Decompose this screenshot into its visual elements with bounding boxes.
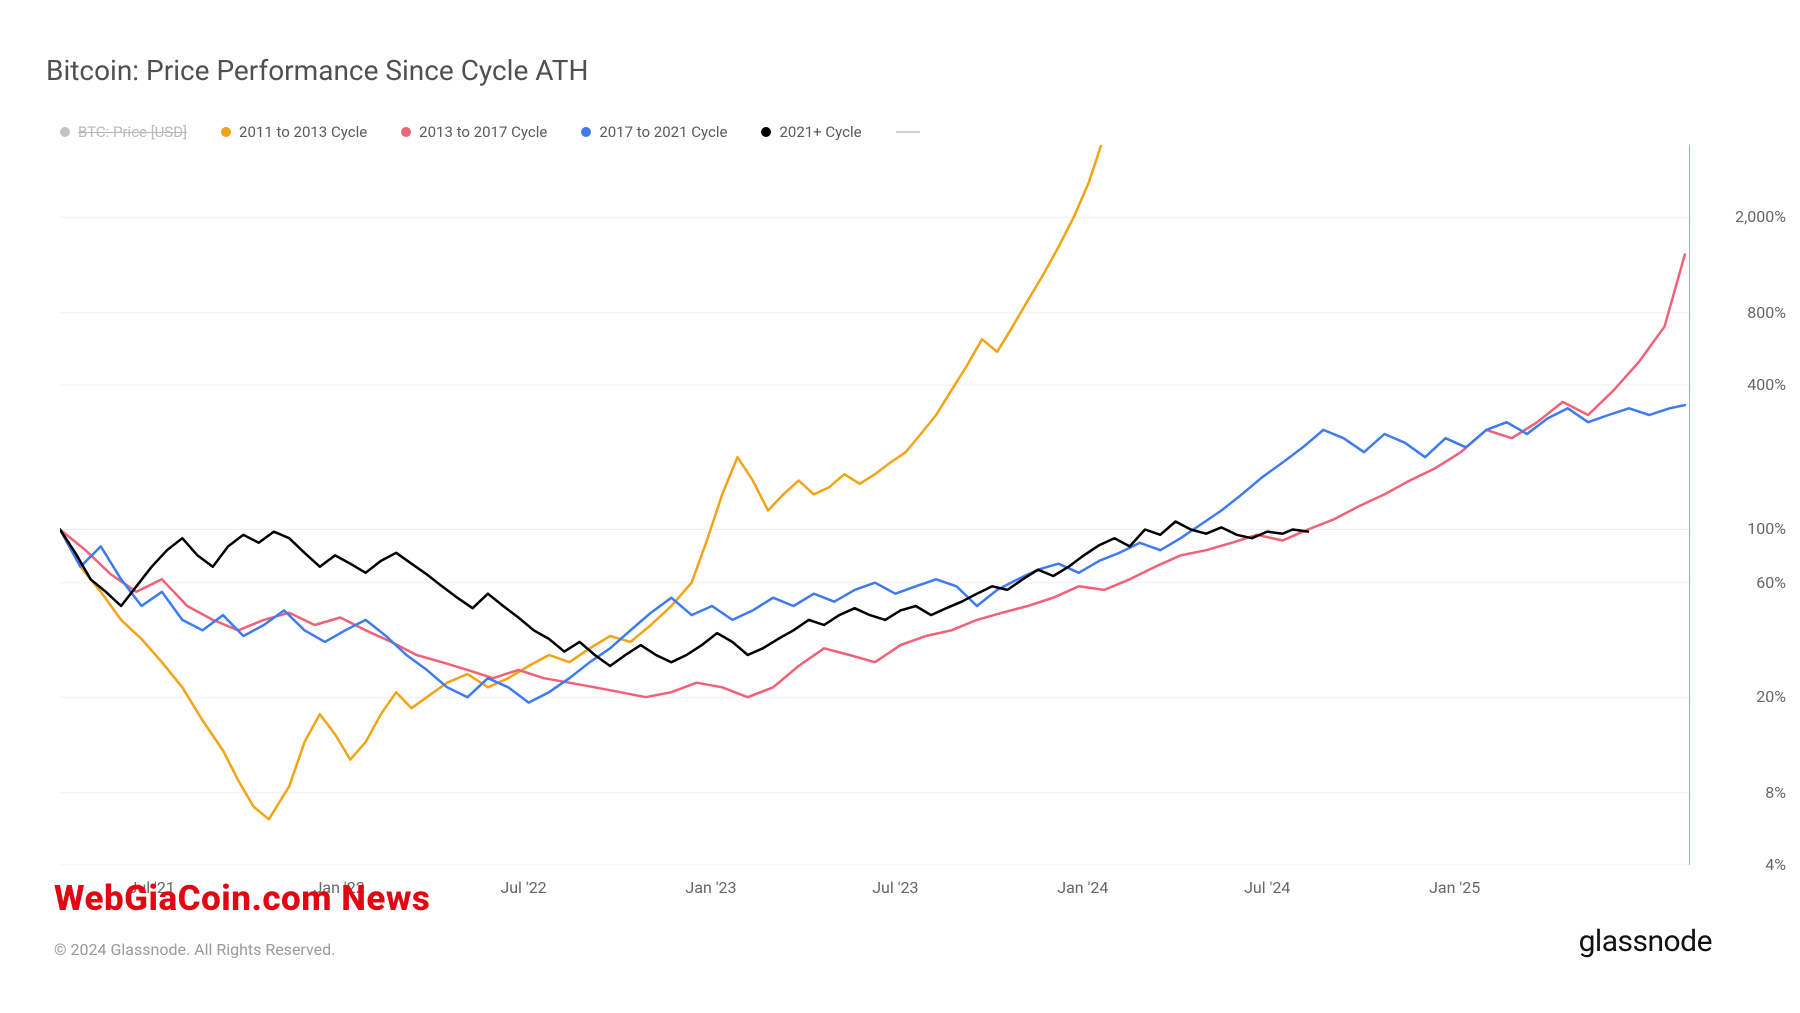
chart-title: Bitcoin: Price Performance Since Cycle A…	[46, 54, 1760, 87]
legend-label: 2013 to 2017 Cycle	[419, 123, 547, 141]
y-tick-label: 100%	[1747, 519, 1786, 538]
x-tick-label: Jul '23	[872, 878, 918, 897]
series-2021	[60, 522, 1308, 667]
legend-label: 2021+ Cycle	[779, 123, 861, 141]
legend-item-2011[interactable]: 2011 to 2013 Cycle	[221, 123, 367, 141]
y-tick-label: 8%	[1765, 783, 1786, 802]
gridlines	[60, 217, 1690, 865]
y-tick-label: 4%	[1765, 855, 1786, 874]
x-tick-label: Jan '25	[1429, 878, 1480, 897]
legend-swatch	[401, 127, 411, 137]
legend-item-btc-price[interactable]: BTC: Price [USD]	[60, 123, 187, 141]
y-tick-label: 20%	[1756, 687, 1786, 706]
legend-item-2021[interactable]: 2021+ Cycle	[761, 123, 861, 141]
chart-container: Bitcoin: Price Performance Since Cycle A…	[0, 0, 1800, 1013]
chart-svg	[60, 145, 1690, 865]
copyright-text: © 2024 Glassnode. All Rights Reserved.	[54, 940, 335, 959]
legend: BTC: Price [USD] 2011 to 2013 Cycle 2013…	[60, 123, 1760, 141]
y-tick-label: 400%	[1747, 375, 1786, 394]
y-tick-label: 2,000%	[1735, 207, 1786, 226]
x-tick-label: Jul '24	[1244, 878, 1290, 897]
legend-label: BTC: Price [USD]	[78, 123, 187, 141]
plot-area: 4%8%20%60%100%400%800%2,000% Jul '21Jan …	[60, 145, 1690, 865]
brand-logo: glassnode	[1579, 924, 1712, 959]
legend-swatch	[60, 127, 70, 137]
legend-label: 2017 to 2021 Cycle	[599, 123, 727, 141]
line-icon	[896, 127, 920, 137]
legend-item-2013[interactable]: 2013 to 2017 Cycle	[401, 123, 547, 141]
x-tick-label: Jan '24	[1057, 878, 1108, 897]
x-tick-label: Jul '22	[500, 878, 546, 897]
y-tick-label: 60%	[1756, 573, 1786, 592]
legend-item-blank	[896, 127, 920, 137]
legend-swatch	[761, 127, 771, 137]
legend-swatch	[581, 127, 591, 137]
x-tick-label: Jan '23	[685, 878, 736, 897]
watermark-text: WebGiaCoin.com News	[54, 878, 430, 919]
series-2017	[60, 405, 1685, 702]
series-group	[60, 145, 1685, 819]
legend-item-2017[interactable]: 2017 to 2021 Cycle	[581, 123, 727, 141]
legend-label: 2011 to 2013 Cycle	[239, 123, 367, 141]
legend-swatch	[221, 127, 231, 137]
series-2011	[60, 145, 1101, 819]
y-tick-label: 800%	[1747, 303, 1786, 322]
